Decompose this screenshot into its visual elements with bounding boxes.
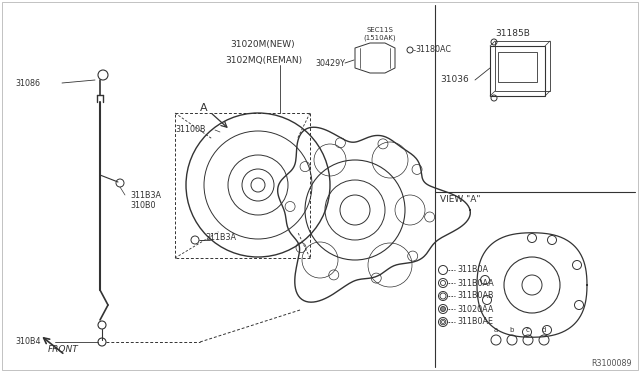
Text: A: A: [200, 103, 207, 113]
Text: 310B4: 310B4: [15, 337, 40, 346]
Text: c: c: [526, 327, 530, 333]
Text: 31086: 31086: [15, 78, 40, 87]
Text: 311B3A: 311B3A: [130, 190, 161, 199]
Text: (1510AK): (1510AK): [364, 35, 396, 41]
Text: FRONT: FRONT: [48, 346, 79, 355]
Text: 31036: 31036: [440, 76, 468, 84]
Text: d: d: [542, 327, 546, 333]
Text: 311B0AE: 311B0AE: [457, 317, 493, 327]
Text: 311B0A: 311B0A: [457, 266, 488, 275]
Text: 3102MQ(REMAN): 3102MQ(REMAN): [225, 55, 302, 64]
Text: 31020AA: 31020AA: [457, 305, 493, 314]
Circle shape: [440, 307, 445, 311]
Text: 310B0: 310B0: [130, 201, 156, 209]
Text: R3100089: R3100089: [591, 359, 632, 368]
Bar: [490, 46, 545, 96]
Text: 31180AC: 31180AC: [415, 45, 451, 55]
Text: VIEW "A": VIEW "A": [440, 196, 481, 205]
Text: b: b: [510, 327, 514, 333]
Text: 311B0AB: 311B0AB: [457, 292, 493, 301]
Text: 30429Y: 30429Y: [315, 58, 345, 67]
Text: a: a: [494, 327, 498, 333]
Text: 31100B: 31100B: [175, 125, 205, 135]
Text: 31020M(NEW): 31020M(NEW): [230, 41, 294, 49]
Bar: [498, 52, 537, 82]
Text: 31185B: 31185B: [495, 29, 530, 38]
Text: SEC11S: SEC11S: [367, 27, 394, 33]
Text: 311B0AA: 311B0AA: [457, 279, 493, 288]
Bar: [495, 41, 550, 91]
Text: 311B3A: 311B3A: [205, 234, 236, 243]
